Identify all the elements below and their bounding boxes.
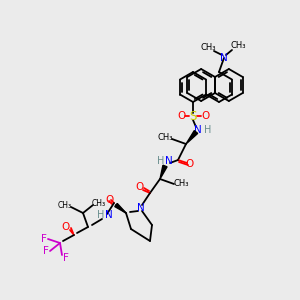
Text: O: O bbox=[186, 159, 194, 169]
Text: CH₃: CH₃ bbox=[92, 200, 106, 208]
Text: O: O bbox=[177, 111, 185, 121]
Text: H: H bbox=[204, 125, 212, 135]
Text: F: F bbox=[41, 234, 47, 244]
Text: O: O bbox=[136, 182, 144, 192]
Text: CH₃: CH₃ bbox=[230, 41, 246, 50]
Text: O: O bbox=[62, 222, 70, 232]
Text: N: N bbox=[220, 53, 228, 63]
Text: N: N bbox=[105, 210, 113, 220]
Text: CH₃: CH₃ bbox=[173, 179, 189, 188]
Text: N: N bbox=[194, 125, 202, 135]
Polygon shape bbox=[186, 130, 198, 144]
Text: N: N bbox=[165, 156, 173, 166]
Text: F: F bbox=[63, 253, 69, 263]
Text: O: O bbox=[106, 195, 114, 205]
Text: CH₃: CH₃ bbox=[58, 202, 72, 211]
Text: CH₃: CH₃ bbox=[157, 134, 173, 142]
Text: CH₃: CH₃ bbox=[200, 43, 216, 52]
Text: N: N bbox=[137, 203, 145, 213]
Text: H: H bbox=[97, 210, 105, 220]
Text: S: S bbox=[189, 110, 197, 122]
Text: H: H bbox=[157, 156, 165, 166]
Text: O: O bbox=[201, 111, 209, 121]
Polygon shape bbox=[115, 203, 126, 213]
Polygon shape bbox=[160, 165, 167, 179]
Text: F: F bbox=[43, 246, 49, 256]
